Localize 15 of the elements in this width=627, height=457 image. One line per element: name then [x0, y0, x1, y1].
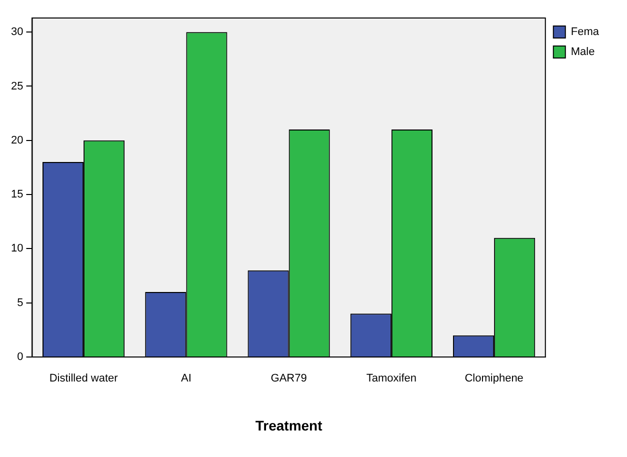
- legend-label: Fema: [570, 26, 600, 38]
- x-tick-label: Distilled water: [49, 372, 118, 385]
- x-tick-label: Tamoxifen: [366, 372, 417, 385]
- y-tick-label: 5: [17, 296, 24, 309]
- y-tick-label: 0: [17, 351, 24, 364]
- x-axis-title: Treatment: [255, 417, 323, 434]
- y-tick-label: 10: [10, 242, 24, 255]
- y-tick-label: 30: [10, 26, 24, 38]
- x-tick-label: GAR79: [270, 372, 307, 385]
- y-tick-label: 25: [10, 80, 24, 92]
- x-tick-label: AI: [180, 372, 192, 385]
- legend-label: Male: [570, 46, 595, 58]
- x-tick-label: Clomiphene: [464, 372, 524, 385]
- y-tick-label: 15: [10, 188, 24, 201]
- y-tick-label: 20: [10, 134, 24, 146]
